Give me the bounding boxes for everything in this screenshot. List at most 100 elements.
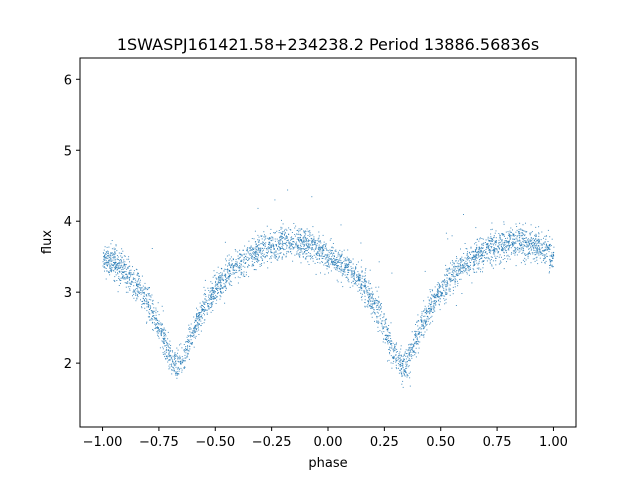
data-point (163, 341, 165, 343)
data-point (201, 314, 203, 316)
data-point (141, 290, 143, 292)
data-point (378, 301, 379, 303)
data-point (141, 287, 143, 289)
data-point (385, 339, 387, 340)
data-point (548, 251, 550, 253)
data-point (117, 272, 118, 274)
data-point (194, 321, 195, 323)
data-point (144, 307, 146, 309)
data-point (139, 275, 140, 277)
data-point (313, 254, 315, 256)
data-point (549, 267, 551, 269)
data-point (454, 286, 456, 288)
data-point (200, 316, 202, 318)
data-point (208, 299, 210, 301)
data-point (159, 347, 161, 349)
data-point (467, 269, 469, 271)
data-point (363, 289, 365, 291)
data-point (489, 260, 491, 262)
data-point (152, 299, 154, 301)
data-point (247, 251, 249, 253)
data-point (333, 267, 335, 269)
data-point (211, 304, 213, 306)
data-point (139, 287, 141, 288)
data-point (430, 310, 432, 312)
data-point (287, 250, 289, 252)
data-point (255, 269, 257, 271)
data-point (416, 337, 418, 339)
data-point (534, 247, 536, 249)
data-point (271, 245, 273, 247)
data-point (112, 254, 113, 256)
data-point (501, 248, 503, 250)
data-point (120, 259, 122, 261)
data-point (506, 237, 508, 239)
data-point (118, 263, 120, 265)
data-point (360, 284, 362, 286)
data-point (472, 255, 474, 257)
data-point (349, 262, 351, 264)
data-point (520, 228, 522, 230)
data-point (505, 231, 507, 233)
data-point (494, 232, 496, 234)
data-point (449, 290, 451, 292)
data-point (258, 239, 260, 241)
data-point (354, 283, 356, 285)
data-point (105, 256, 107, 258)
data-point (188, 358, 190, 360)
data-point (502, 248, 503, 250)
data-point (103, 256, 104, 258)
data-point (494, 255, 496, 257)
data-point (239, 267, 241, 268)
data-point (502, 233, 504, 235)
data-point (551, 238, 553, 240)
data-point (404, 351, 406, 353)
data-point (254, 257, 256, 259)
data-point (315, 244, 317, 246)
x-tick-label: −0.50 (195, 435, 235, 450)
data-point (219, 295, 221, 297)
data-point (207, 305, 209, 307)
data-point (135, 279, 137, 281)
data-point (386, 338, 387, 340)
data-point (239, 262, 241, 264)
data-point (380, 314, 382, 316)
data-point (113, 261, 115, 263)
data-point (363, 278, 365, 280)
data-point (285, 228, 287, 230)
data-point (114, 263, 115, 265)
data-point (306, 240, 308, 241)
data-point (375, 299, 377, 301)
x-tick-label: 1.00 (539, 435, 568, 450)
data-point (225, 260, 227, 262)
data-point (173, 370, 175, 372)
data-point (478, 268, 480, 270)
data-point (499, 248, 500, 250)
data-point (275, 252, 277, 254)
data-point (341, 262, 343, 264)
data-point (325, 262, 327, 264)
data-point (302, 238, 304, 240)
data-point (474, 258, 476, 260)
data-point (263, 236, 265, 238)
data-point (458, 269, 460, 271)
data-point (334, 250, 336, 252)
data-point (419, 326, 421, 328)
data-point (124, 266, 126, 268)
data-point (232, 268, 234, 270)
data-point (426, 312, 428, 314)
data-point (164, 356, 166, 358)
data-point (518, 237, 520, 239)
data-point (109, 266, 110, 268)
data-point (285, 243, 287, 245)
data-point (271, 255, 273, 257)
data-point (261, 238, 263, 240)
data-point (428, 302, 430, 304)
data-point (310, 244, 311, 246)
data-point (245, 271, 247, 273)
data-point (435, 294, 437, 296)
data-point (106, 264, 108, 266)
data-point (358, 274, 360, 276)
data-point (166, 344, 168, 346)
data-point (281, 233, 283, 235)
